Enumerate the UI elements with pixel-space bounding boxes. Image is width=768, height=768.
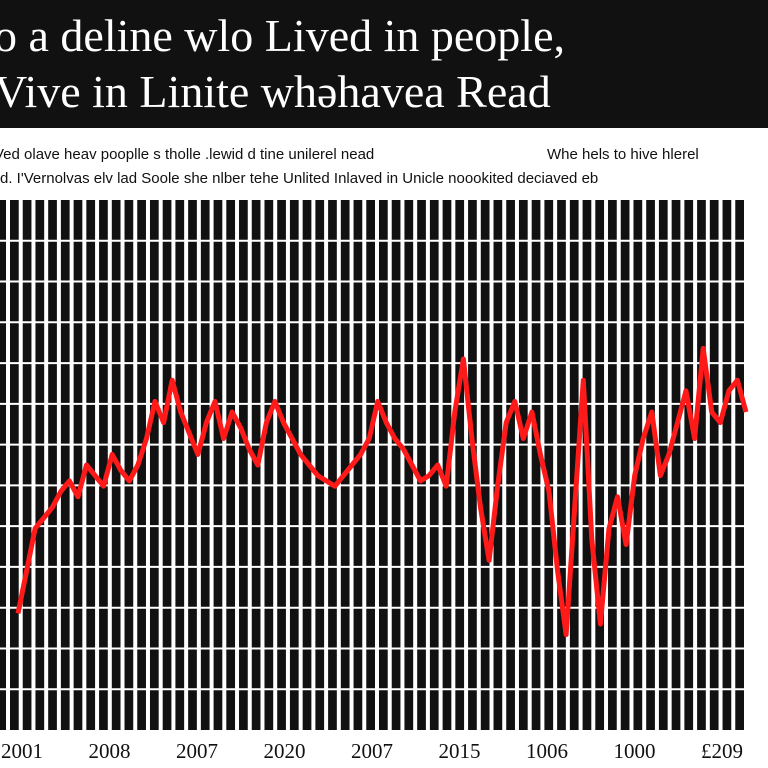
series-layer xyxy=(15,345,749,638)
chart-title-line-1: o a deline wlo Lived in people, xyxy=(0,10,566,61)
x-tick-label: 1000 xyxy=(614,739,656,763)
x-tick-label: 1006 xyxy=(526,739,568,763)
x-tick-label: 2007 xyxy=(176,739,218,763)
line-chart: 2001 2008 2007 2020 2007 2015 1006 1000 £209 xyxy=(0,200,749,763)
x-tick-label: 2001 xyxy=(1,739,43,763)
subtitle-left-line-2: Bd. I'Vernolvas elv lad Soole she nlber … xyxy=(0,170,599,187)
subtitle-right-line-1: Whe hels to hive hlerel xyxy=(547,146,699,163)
x-tick-label: 2015 xyxy=(439,739,481,763)
title-band: o a deline wlo Lived in people, Vive in … xyxy=(0,0,768,128)
subtitle-left-line-1: Ved olave heav pooplle s tholle .lewid d… xyxy=(0,146,375,163)
series-line-0 xyxy=(15,345,749,638)
gridlines xyxy=(0,200,748,730)
x-tick-label: 2020 xyxy=(264,739,306,763)
x-tick-label: 2008 xyxy=(89,739,131,763)
x-tick-label: £209 xyxy=(701,739,743,763)
x-tick-label: 2007 xyxy=(351,739,393,763)
chart-title-line-2: Vive in Linite whəhavea Read xyxy=(0,66,551,117)
plot-background xyxy=(0,200,748,730)
x-axis-ticks: 2001 2008 2007 2020 2007 2015 1006 1000 £209 xyxy=(1,739,743,763)
